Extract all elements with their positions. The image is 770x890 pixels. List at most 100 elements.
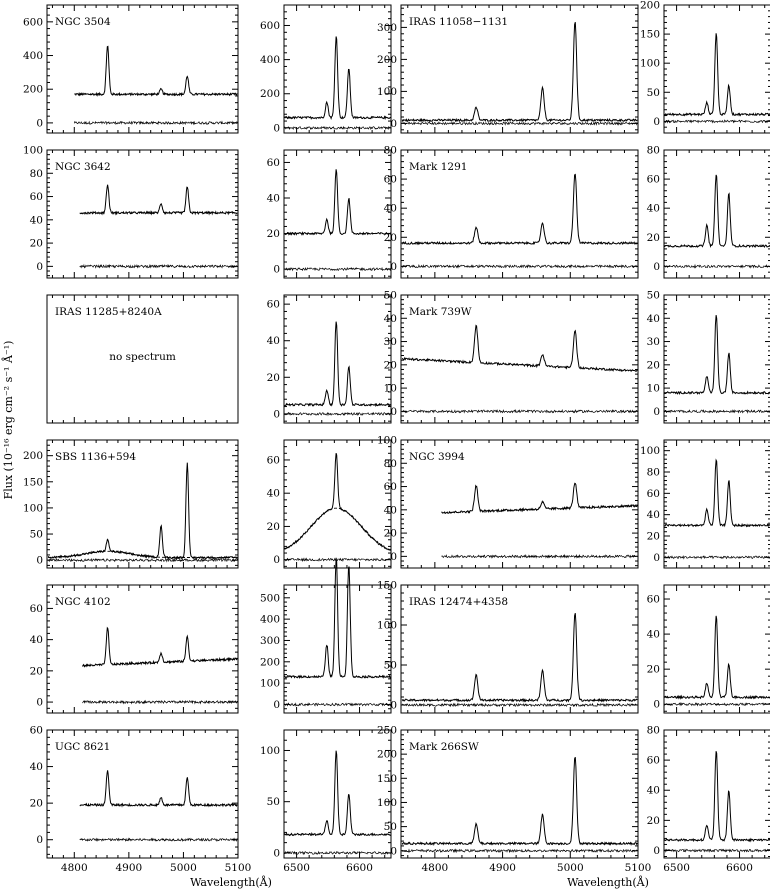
red-broad-component-0 <box>284 507 391 551</box>
red-residual <box>664 119 770 124</box>
red-spectrum <box>284 750 392 837</box>
red-ytick-label: 20 <box>647 531 660 543</box>
blue-spectrum <box>401 324 638 373</box>
blue-xtick-label: 4900 <box>115 862 142 874</box>
blue-ytick-label: 0 <box>390 118 397 130</box>
blue-ytick-label: 30 <box>384 336 397 348</box>
red-residual <box>284 702 392 707</box>
blue-frame <box>400 294 639 424</box>
object-label: SBS 1136+594 <box>55 451 136 463</box>
blue-spectrum <box>82 626 238 668</box>
red-ytick-label: 100 <box>640 445 660 457</box>
blue-ytick-label: 100 <box>23 145 43 157</box>
blue-broad-component-0 <box>48 550 238 559</box>
blue-ytick-label: 40 <box>384 313 397 325</box>
blue-ytick-label: 10 <box>384 383 397 395</box>
y-axis-title: Flux (10⁻¹⁶ erg cm⁻² s⁻¹ Å⁻¹) <box>1 341 15 500</box>
blue-ytick-label: 20 <box>30 238 43 250</box>
red-ytick-label: 40 <box>647 629 660 641</box>
red-ytick-label: 200 <box>640 0 660 12</box>
red-frame <box>283 4 392 134</box>
red-ytick-label: 50 <box>647 290 660 302</box>
blue-ytick-label: 60 <box>30 603 43 615</box>
blue-frame <box>400 4 639 134</box>
blue-residual <box>402 408 638 414</box>
blue-ytick-label: 100 <box>377 620 397 632</box>
blue-ytick-label: 0 <box>36 697 43 709</box>
blue-frame <box>400 729 639 859</box>
panel-ngc-3642: 0 20 40 60 80 100 0 20 40 60 NGC 3642 <box>23 145 392 279</box>
red-ytick-label: 80 <box>647 467 660 479</box>
red-residual <box>284 850 391 856</box>
blue-ytick-label: 20 <box>384 359 397 371</box>
red-residual <box>664 409 770 414</box>
blue-ytick-label: 40 <box>30 761 43 773</box>
panel-iras-11058-1131: 0 100 200 300 0 50 100 150 200 IRAS 11058−1131 <box>377 0 770 134</box>
panel-ngc-3994: 0 20 40 60 80 100 0 20 40 60 80 100 NGC 3994 <box>377 435 770 569</box>
blue-ytick-label: 200 <box>23 450 43 462</box>
red-frame <box>663 729 770 859</box>
red-frame <box>663 149 770 279</box>
blue-xtick-label: 4900 <box>489 862 516 874</box>
red-spectrum <box>284 36 391 121</box>
red-frame <box>663 439 770 569</box>
blue-ytick-label: 80 <box>30 168 43 180</box>
red-ytick-label: 30 <box>647 336 660 348</box>
blue-ytick-label: 80 <box>384 145 397 157</box>
blue-xtick-label: 5000 <box>557 862 584 874</box>
object-label: Mark 739W <box>409 306 472 318</box>
red-ytick-label: 80 <box>647 725 660 737</box>
red-ytick-label: 20 <box>647 359 660 371</box>
object-label: IRAS 12474+4358 <box>409 596 508 608</box>
red-ytick-label: 0 <box>653 845 660 857</box>
red-ytick-label: 20 <box>267 372 280 384</box>
blue-ytick-label: 0 <box>36 117 43 129</box>
blue-ytick-label: 0 <box>390 845 397 857</box>
blue-frame <box>46 294 239 424</box>
blue-ytick-label: 400 <box>23 50 43 62</box>
red-ytick-label: 300 <box>260 635 280 647</box>
blue-residual <box>79 263 238 269</box>
blue-spectrum <box>47 462 238 560</box>
red-ytick-label: 0 <box>653 406 660 418</box>
blue-residual <box>401 848 638 854</box>
blue-ytick-label: 40 <box>30 634 43 646</box>
blue-ytick-label: 40 <box>384 504 397 516</box>
red-frame <box>283 294 392 424</box>
blue-frame <box>400 439 639 569</box>
red-ytick-label: 0 <box>273 847 280 859</box>
blue-xtick-label: 4800 <box>61 862 88 874</box>
red-ytick-label: 60 <box>647 755 660 767</box>
blue-ytick-label: 40 <box>384 203 397 215</box>
red-ytick-label: 40 <box>647 785 660 797</box>
blue-ytick-label: 60 <box>384 481 397 493</box>
red-ytick-label: 50 <box>647 87 660 99</box>
red-ytick-label: 400 <box>260 614 280 626</box>
blue-residual <box>73 120 238 126</box>
blue-residual <box>82 699 238 705</box>
blue-ytick-label: 100 <box>23 502 43 514</box>
red-ytick-label: 60 <box>647 174 660 186</box>
object-label: IRAS 11058−1131 <box>409 16 508 28</box>
red-ytick-label: 50 <box>267 796 280 808</box>
panel-iras-12474-4358: 0 50 100 150 0 20 40 60 IRAS 12474+4358 <box>377 580 770 714</box>
red-ytick-label: 10 <box>647 383 660 395</box>
blue-ytick-label: 50 <box>384 821 397 833</box>
blue-spectrum <box>401 22 638 123</box>
blue-ytick-label: 200 <box>377 749 397 761</box>
red-ytick-label: 40 <box>267 488 280 500</box>
blue-frame <box>46 439 239 569</box>
red-xtick-label: 6600 <box>346 862 373 874</box>
blue-spectrum <box>441 482 638 515</box>
red-spectrum <box>664 751 770 843</box>
blue-ytick-label: 0 <box>390 551 397 563</box>
red-residual <box>664 263 770 269</box>
red-ytick-label: 60 <box>647 488 660 500</box>
red-residual <box>664 555 770 560</box>
red-frame <box>663 584 770 714</box>
red-xtick-label: 6500 <box>283 862 310 874</box>
red-residual <box>284 557 392 563</box>
blue-ytick-label: 50 <box>384 660 397 672</box>
panel-ngc-4102: 0 20 40 60 0 100 200 300 400 500 NGC 4102 <box>30 557 392 714</box>
